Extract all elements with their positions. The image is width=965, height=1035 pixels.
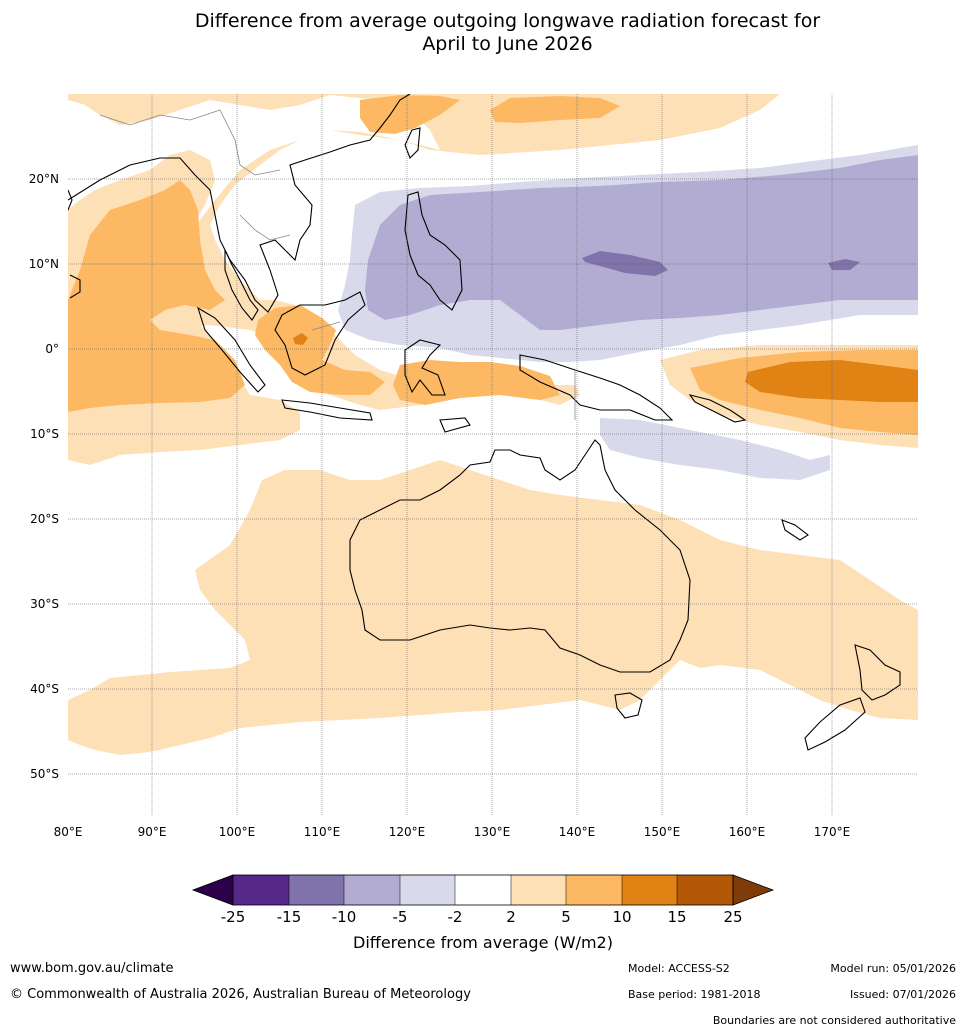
anomaly-region-n5-equatorial [365, 155, 918, 330]
colorbar-tick-label: -15 [277, 908, 302, 926]
colorbar-segment-n10-n5 [344, 875, 400, 905]
anomaly-region-p5-indian-ocean [68, 180, 245, 412]
lon-tick-label: 90°E [138, 825, 167, 839]
colorbar-tick-label: -5 [393, 908, 408, 926]
colorbar-frame [232, 874, 734, 906]
anomaly-region-n10-west-pacific [582, 251, 668, 276]
asia-mainland-coastline [68, 94, 411, 313]
colorbar-segment-n25-n15 [233, 875, 289, 905]
lon-tick-label: 100°E [219, 825, 256, 839]
malay-peninsula-coastline [224, 249, 259, 321]
lat-tick-label: 20°N [29, 172, 59, 186]
anomaly-region-p5-china [360, 95, 460, 134]
new-caledonia-coastline [781, 519, 809, 541]
boundaries-note: Boundaries are not considered authoritat… [712, 1014, 956, 1027]
model-run-date: Model run: 05/01/2026 [830, 962, 956, 975]
colorbar-tick-label: 15 [667, 908, 686, 926]
model-name: Model: ACCESS-S2 [628, 962, 730, 975]
lon-tick-label: 130°E [474, 825, 511, 839]
lon-tick-label: 170°E [814, 825, 851, 839]
lon-tick-label: 80°E [54, 825, 83, 839]
anomaly-region-n10-central-pacific [828, 259, 860, 270]
coastlines [68, 94, 901, 751]
graticule [68, 94, 918, 815]
border-line [99, 109, 221, 126]
lat-tick-label: 0° [45, 342, 59, 356]
new-zealand-north-coastline [854, 644, 901, 701]
lon-tick-labels: 80°E 90°E 100°E 110°E 120°E 130°E 140°E … [54, 825, 851, 839]
chart-title: Difference from average outgoing longwav… [0, 10, 965, 56]
lat-tick-label: 50°S [30, 767, 59, 781]
colorbar-segment-p15-p25 [677, 875, 733, 905]
lat-tick-label: 20°S [30, 512, 59, 526]
colorbar-segment-p2-p5 [511, 875, 566, 905]
lat-tick-label: 10°N [29, 257, 59, 271]
website-link[interactable]: www.bom.gov.au/climate [10, 961, 174, 976]
issued-date: Issued: 07/01/2026 [849, 988, 956, 1001]
anomaly-region-p2-north [68, 94, 780, 410]
timor-coastline [439, 417, 471, 433]
lon-tick-label: 120°E [389, 825, 426, 839]
anomaly-shading [68, 94, 918, 815]
colorbar-tick-label: 25 [723, 908, 742, 926]
base-period: Base period: 1981-2018 [628, 988, 761, 1001]
border-line [311, 321, 341, 331]
colorbar-tick-label: -2 [448, 908, 463, 926]
lat-tick-label: 40°S [30, 682, 59, 696]
anomaly-region-p2-australia [68, 460, 918, 755]
copyright-text: © Commonwealth of Australia 2026, Austra… [10, 987, 471, 1002]
colorbar-tick-label: 10 [612, 908, 631, 926]
colorbar-extend-low [191, 874, 234, 906]
solomon-islands-coastline [688, 394, 747, 423]
colorbar-dividers [288, 875, 678, 905]
sri-lanka-coastline [69, 274, 81, 299]
new-zealand-south-coastline [804, 697, 866, 751]
lat-tick-labels: 20°N 10°N 0° 10°S 20°S 30°S 40°S 50°S [29, 172, 59, 781]
lon-tick-label: 160°E [729, 825, 766, 839]
sulawesi-coastline [404, 339, 446, 396]
colorbar-tick-label: 5 [561, 908, 571, 926]
java-coastline [281, 399, 373, 421]
colorbar-segment-p5-p10 [566, 875, 622, 905]
india-coastline [68, 189, 73, 211]
lat-tick-label: 10°S [30, 427, 59, 441]
lon-tick-label: 140°E [559, 825, 596, 839]
colorbar-segment-n5-n2 [400, 875, 455, 905]
lon-tick-label: 110°E [304, 825, 341, 839]
colorbar-extend-high [732, 874, 775, 906]
new-guinea-coastline [519, 354, 674, 421]
colorbar-title: Difference from average (W/m2) [353, 933, 613, 952]
lon-tick-label: 150°E [644, 825, 681, 839]
colorbar-tick-label: 2 [506, 908, 516, 926]
colorbar-tick-label: -10 [332, 908, 357, 926]
colorbar-segment-p10-p15 [622, 875, 677, 905]
country-borders [99, 109, 576, 420]
anomaly-region-p10-pacific [745, 360, 918, 402]
tasmania-coastline [614, 692, 643, 719]
border-line [239, 214, 291, 241]
anomaly-region-p5-sulawesi [393, 360, 560, 405]
colorbar: -25 -15 -10 -5 -2 2 5 10 15 25 Differenc… [191, 874, 775, 952]
colorbar-segment-n15-n10 [289, 875, 344, 905]
australia-coastline [349, 439, 691, 673]
colorbar-segment-n2-p2 [455, 875, 511, 905]
border-line [219, 109, 281, 176]
philippines-coastline [404, 191, 463, 311]
title-line-2: April to June 2026 [422, 33, 593, 55]
anomaly-region-p5-borneo [255, 305, 385, 395]
sumatra-coastline [197, 306, 266, 393]
taiwan-coastline [404, 127, 421, 159]
anomaly-region-n2-coral-sea [600, 418, 830, 480]
lat-tick-label: 30°S [30, 597, 59, 611]
anomaly-region-p10-borneo [293, 333, 308, 345]
colorbar-tick-label: -25 [221, 908, 246, 926]
title-line-1: Difference from average outgoing longwav… [194, 10, 821, 32]
anomaly-region-p5-west-pacific [490, 96, 620, 123]
